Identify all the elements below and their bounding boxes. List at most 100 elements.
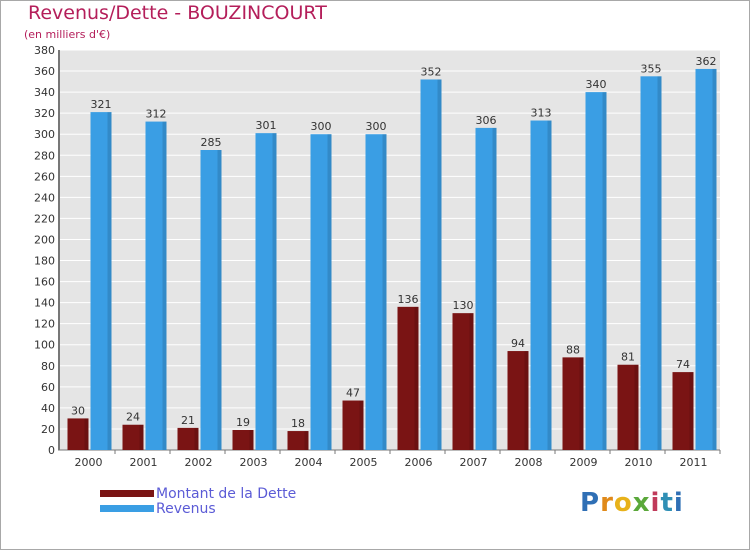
data-label: 300 (311, 120, 332, 133)
logo-letter: i (673, 488, 684, 518)
legend-swatch-revenue (100, 505, 154, 512)
debt-bar-shade (139, 424, 144, 450)
x-tick-label: 2006 (405, 456, 433, 469)
x-tick-label: 2011 (680, 456, 708, 469)
y-tick-label: 260 (34, 170, 55, 183)
debt-bar (232, 430, 254, 450)
legend-label-debt: Montant de la Dette (156, 485, 297, 502)
data-label: 285 (201, 136, 222, 149)
y-tick-label: 0 (48, 444, 55, 457)
logo-letter: P (580, 488, 601, 518)
debt-bar-shade (84, 418, 89, 450)
debt-bar-shade (469, 313, 474, 450)
debt-bar-shade (194, 427, 199, 450)
x-tick-label: 2001 (130, 456, 158, 469)
logo-letter: t (660, 488, 674, 518)
data-label: 24 (126, 411, 140, 424)
revenue-bar-shade (107, 112, 112, 451)
data-label: 301 (256, 119, 277, 132)
logo-letter: x (632, 488, 651, 518)
revenue-bar (365, 134, 387, 451)
data-label: 81 (621, 351, 635, 364)
revenue-bar (585, 92, 607, 451)
revenue-bar-shade (657, 76, 662, 450)
data-label: 94 (511, 337, 525, 350)
y-tick-label: 320 (34, 107, 55, 120)
data-label: 306 (476, 114, 497, 127)
data-label: 362 (696, 55, 717, 68)
debt-bar-shade (304, 431, 309, 450)
data-label: 352 (421, 65, 442, 78)
plot-area (60, 50, 720, 450)
debt-bar (397, 306, 419, 450)
revenue-bar (695, 68, 717, 451)
debt-bar (507, 351, 529, 450)
data-label: 130 (453, 299, 474, 312)
x-tick-label: 2000 (75, 456, 103, 469)
revenue-bar-shade (492, 127, 497, 450)
data-label: 312 (146, 108, 167, 121)
revenue-bar-shade (162, 121, 167, 450)
data-label: 88 (566, 343, 580, 356)
x-tick-label: 2005 (350, 456, 378, 469)
y-tick-label: 380 (34, 44, 55, 57)
y-tick-label: 120 (34, 318, 55, 331)
debt-bar-shade (359, 400, 364, 450)
data-label: 21 (181, 414, 195, 427)
debt-bar-shade (634, 364, 639, 450)
logo-letter: o (613, 488, 633, 518)
revenue-bar-shade (712, 68, 717, 451)
revenue-bar (640, 76, 662, 450)
data-label: 313 (531, 107, 552, 120)
x-tick-label: 2004 (295, 456, 323, 469)
revenue-bar (310, 134, 332, 451)
y-tick-label: 140 (34, 297, 55, 310)
data-label: 47 (346, 387, 360, 400)
y-tick-label: 280 (34, 149, 55, 162)
y-tick-label: 200 (34, 233, 55, 246)
data-label: 300 (366, 120, 387, 133)
y-tick-label: 60 (41, 381, 55, 394)
legend-item-debt: Montant de la Dette (100, 485, 297, 502)
revenue-bar (530, 120, 552, 451)
y-tick-label: 40 (41, 402, 55, 415)
x-tick-label: 2008 (515, 456, 543, 469)
y-tick-label: 80 (41, 360, 55, 373)
debt-bar (287, 431, 309, 450)
chart-subtitle: (en milliers d'€) (24, 28, 111, 41)
debt-bar-shade (524, 351, 529, 450)
revenue-bar-shade (382, 134, 387, 451)
y-tick-label: 160 (34, 276, 55, 289)
bars (67, 68, 717, 451)
legend-swatch-debt (100, 490, 154, 497)
debt-bar (177, 427, 199, 450)
debt-bar-shade (414, 306, 419, 450)
legend-item-revenue: Revenus (100, 501, 296, 517)
revenue-bar (420, 79, 442, 450)
y-tick-label: 220 (34, 212, 55, 225)
x-tick-label: 2003 (240, 456, 268, 469)
plot-background (58, 50, 720, 450)
y-tick-label: 360 (34, 65, 55, 78)
debt-bar (122, 424, 144, 450)
x-tick-label: 2007 (460, 456, 488, 469)
debt-bar (67, 418, 89, 450)
legend: Montant de la Dette Revenus (100, 485, 297, 517)
data-label: 19 (236, 416, 250, 429)
y-tick-label: 240 (34, 191, 55, 204)
logo-letter: i (650, 488, 661, 518)
debt-bar (617, 364, 639, 450)
data-label: 340 (586, 78, 607, 91)
revenue-bar-shade (547, 120, 552, 451)
x-tick-label: 2002 (185, 456, 213, 469)
debt-bar (672, 372, 694, 450)
revenue-bar-shade (272, 133, 277, 450)
revenue-bar (145, 121, 167, 450)
data-label: 355 (641, 62, 662, 75)
revenue-bar-shade (437, 79, 442, 450)
debt-bar-shade (249, 430, 254, 450)
x-axis: 2000 2001 2002 2003 2004 2005 2006 2007 2008 2009… (75, 450, 721, 469)
revenue-bar (200, 150, 222, 450)
data-label: 74 (676, 358, 690, 371)
